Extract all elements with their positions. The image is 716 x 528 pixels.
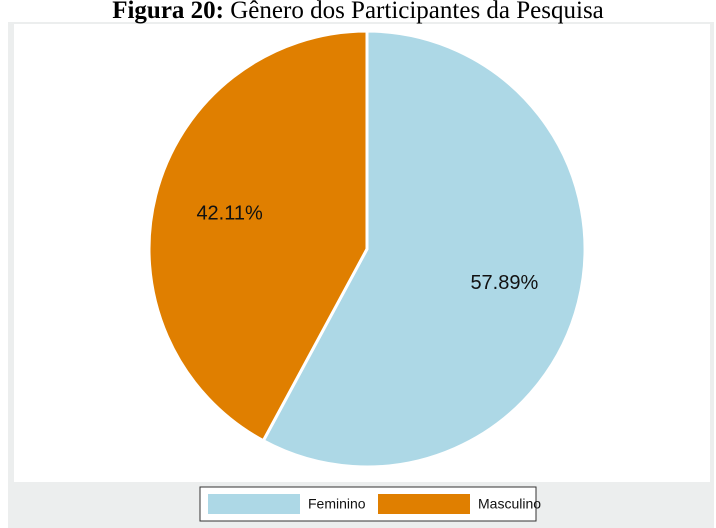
legend-swatch bbox=[208, 494, 300, 514]
legend-swatch bbox=[378, 494, 470, 514]
chart-title: Figura 20: Gênero dos Participantes da P… bbox=[112, 0, 604, 24]
title-prefix: Figura 20: bbox=[112, 0, 224, 24]
legend-label: Feminino bbox=[308, 496, 366, 512]
legend-label: Masculino bbox=[478, 496, 541, 512]
data-label: 42.11% bbox=[196, 203, 263, 225]
title-text: Gênero dos Participantes da Pesquisa bbox=[230, 0, 604, 24]
pie-slice bbox=[261, 29, 587, 469]
pie-slice bbox=[147, 29, 369, 443]
data-label: 57.89% bbox=[470, 272, 538, 294]
